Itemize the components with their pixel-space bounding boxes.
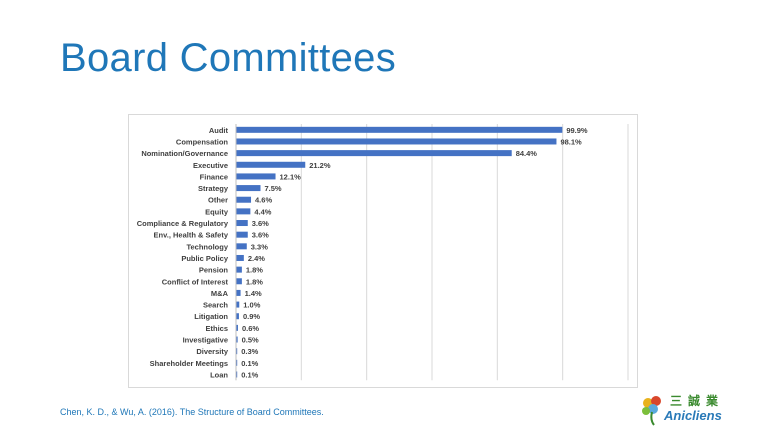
category-label: Ethics xyxy=(205,324,228,333)
bar xyxy=(236,254,244,261)
slide-title: Board Committees xyxy=(60,36,397,80)
data-label: 99.9% xyxy=(566,126,588,135)
bar xyxy=(236,161,306,168)
category-label: Audit xyxy=(209,126,229,135)
data-label: 0.1% xyxy=(241,359,258,368)
bar xyxy=(236,243,247,250)
bar xyxy=(236,173,276,180)
bar xyxy=(236,138,557,145)
data-label: 3.6% xyxy=(252,231,269,240)
bar xyxy=(236,220,248,227)
company-logo: 三誠業 Anicliens xyxy=(640,392,740,426)
bar xyxy=(236,359,238,366)
data-label: 0.9% xyxy=(243,312,260,321)
bar xyxy=(236,185,261,192)
bar-chart: Audit 99.9% Compensation 98.1% Nomination/Go… xyxy=(128,114,638,388)
category-label: Nomination/Governance xyxy=(141,149,228,158)
bar xyxy=(236,196,252,203)
data-label: 21.2% xyxy=(309,161,331,170)
flower-icon xyxy=(642,396,661,426)
logo-chinese-text: 三誠業 xyxy=(670,394,725,408)
bar xyxy=(236,150,512,157)
category-label: Public Policy xyxy=(181,254,229,263)
data-label: 3.3% xyxy=(251,242,268,251)
data-label: 0.6% xyxy=(242,324,259,333)
bar xyxy=(236,348,238,355)
category-label: Search xyxy=(203,301,228,310)
data-label: 0.5% xyxy=(242,336,259,345)
bar xyxy=(236,371,238,378)
bar xyxy=(236,126,563,133)
data-label: 0.1% xyxy=(241,370,258,379)
bar xyxy=(236,266,242,273)
category-label: Compliance & Regulatory xyxy=(137,219,229,228)
bar xyxy=(236,208,251,215)
bar xyxy=(236,301,240,308)
data-label: 7.5% xyxy=(265,184,282,193)
category-label: Litigation xyxy=(194,312,228,321)
category-label: Pension xyxy=(199,266,229,275)
data-label: 0.3% xyxy=(241,347,258,356)
data-label: 1.8% xyxy=(246,266,263,275)
citation: Chen, K. D., & Wu, A. (2016). The Struct… xyxy=(60,407,324,417)
data-label: 12.1% xyxy=(280,172,302,181)
bar xyxy=(236,231,248,238)
category-label: Diversity xyxy=(196,347,229,356)
category-label: Env., Health & Safety xyxy=(154,231,229,240)
category-label: Executive xyxy=(193,161,228,170)
data-label: 1.0% xyxy=(243,301,260,310)
category-label: Other xyxy=(208,196,228,205)
logo-english-text: Anicliens xyxy=(664,408,722,423)
category-label: Strategy xyxy=(198,184,229,193)
category-label: M&A xyxy=(211,289,229,298)
category-label: Shareholder Meetings xyxy=(150,359,228,368)
bar xyxy=(236,289,241,296)
category-label: Compensation xyxy=(176,137,229,146)
category-label: Loan xyxy=(210,370,228,379)
bar xyxy=(236,324,238,331)
data-label: 3.6% xyxy=(252,219,269,228)
category-label: Conflict of Interest xyxy=(162,277,229,286)
data-label: 98.1% xyxy=(560,137,582,146)
bar xyxy=(236,313,239,320)
data-label: 1.8% xyxy=(246,277,263,286)
category-label: Finance xyxy=(200,172,228,181)
data-label: 84.4% xyxy=(516,149,538,158)
data-label: 4.4% xyxy=(254,207,271,216)
category-label: Technology xyxy=(186,242,228,251)
category-label: Investigative xyxy=(183,336,228,345)
chart-canvas: Audit 99.9% Compensation 98.1% Nomination/Go… xyxy=(137,124,629,381)
category-label: Equity xyxy=(205,207,229,216)
bar xyxy=(236,336,238,343)
bar xyxy=(236,278,242,285)
data-label: 4.6% xyxy=(255,196,272,205)
data-label: 1.4% xyxy=(245,289,262,298)
data-label: 2.4% xyxy=(248,254,265,263)
